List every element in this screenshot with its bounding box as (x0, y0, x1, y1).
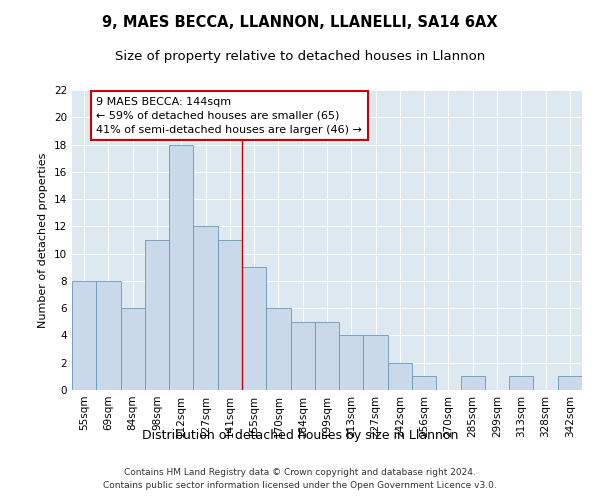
Bar (121, 308, 145, 390)
Text: Contains HM Land Registry data © Crown copyright and database right 2024.: Contains HM Land Registry data © Crown c… (124, 468, 476, 477)
Text: 9 MAES BECCA: 144sqm
← 59% of detached houses are smaller (65)
41% of semi-detac: 9 MAES BECCA: 144sqm ← 59% of detached h… (96, 97, 362, 135)
Bar (169, 144, 193, 390)
Bar (461, 376, 485, 390)
Bar (388, 362, 412, 390)
Text: Contains public sector information licensed under the Open Government Licence v3: Contains public sector information licen… (103, 482, 497, 490)
Bar (290, 322, 315, 390)
Bar (242, 268, 266, 390)
Bar (412, 376, 436, 390)
Bar (364, 336, 388, 390)
Bar (72, 281, 96, 390)
Bar (509, 376, 533, 390)
Bar (339, 336, 364, 390)
Bar (193, 226, 218, 390)
Text: Size of property relative to detached houses in Llannon: Size of property relative to detached ho… (115, 50, 485, 63)
Bar (145, 240, 169, 390)
Text: 9, MAES BECCA, LLANNON, LLANELLI, SA14 6AX: 9, MAES BECCA, LLANNON, LLANELLI, SA14 6… (102, 15, 498, 30)
Text: Distribution of detached houses by size in Llannon: Distribution of detached houses by size … (142, 428, 458, 442)
Bar (315, 322, 339, 390)
Bar (96, 281, 121, 390)
Y-axis label: Number of detached properties: Number of detached properties (38, 152, 49, 328)
Bar (266, 308, 290, 390)
Bar (218, 240, 242, 390)
Bar (558, 376, 582, 390)
